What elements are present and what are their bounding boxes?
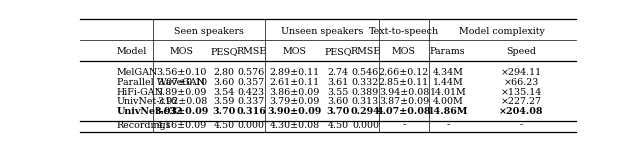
Text: 3.89±0.09: 3.89±0.09 [157,88,207,97]
Text: PESQ: PESQ [211,47,238,56]
Text: 3.61: 3.61 [328,78,349,87]
Text: 4.16±0.09: 4.16±0.09 [157,121,207,130]
Text: 2.74: 2.74 [328,68,349,77]
Text: Speed: Speed [506,47,536,56]
Text: 3.60: 3.60 [328,97,349,106]
Text: ×294.11: ×294.11 [501,68,542,77]
Text: Unseen speakers: Unseen speakers [281,27,364,36]
Text: ×135.14: ×135.14 [501,88,542,97]
Text: ×227.27: ×227.27 [501,97,542,106]
Text: MOS: MOS [283,47,307,56]
Text: ×66.23: ×66.23 [504,78,539,87]
Text: 14.01M: 14.01M [429,88,466,97]
Text: 0.337: 0.337 [237,97,265,106]
Text: 3.87±0.09: 3.87±0.09 [379,97,429,106]
Text: 3.54: 3.54 [214,88,235,97]
Text: RMSE: RMSE [236,47,266,56]
Text: ×204.08: ×204.08 [499,107,544,116]
Text: -: - [520,121,523,130]
Text: 4.07±0.08: 4.07±0.08 [376,107,431,116]
Text: 0.332: 0.332 [352,78,379,87]
Text: 0.546: 0.546 [352,68,379,77]
Text: 2.66±0.12: 2.66±0.12 [379,68,429,77]
Text: -: - [446,121,449,130]
Text: Params: Params [430,47,465,56]
Text: 3.70: 3.70 [212,107,236,116]
Text: 2.61±0.11: 2.61±0.11 [269,78,320,87]
Text: 3.94±0.08: 3.94±0.08 [379,88,429,97]
Text: 3.90±0.09: 3.90±0.09 [268,107,322,116]
Text: Recordings: Recordings [116,121,172,130]
Text: UnivNet-c32: UnivNet-c32 [116,107,183,116]
Text: 4.00M: 4.00M [433,97,463,106]
Text: 3.07±0.10: 3.07±0.10 [157,78,207,87]
Text: 0.294: 0.294 [351,107,380,116]
Text: 0.357: 0.357 [237,78,265,87]
Text: MelGAN: MelGAN [116,68,158,77]
Text: 3.60: 3.60 [214,78,235,87]
Text: Seen speakers: Seen speakers [174,27,244,36]
Text: PESQ: PESQ [324,47,352,56]
Text: 3.55: 3.55 [328,88,349,97]
Text: 4.34M: 4.34M [433,68,463,77]
Text: MOS: MOS [392,47,416,56]
Text: 0.576: 0.576 [237,68,265,77]
Text: 0.313: 0.313 [352,97,379,106]
Text: 0.000: 0.000 [352,121,379,130]
Text: 3.70: 3.70 [326,107,350,116]
Text: -: - [403,121,406,130]
Text: Text-to-speech: Text-to-speech [369,27,439,36]
Text: 4.30±0.08: 4.30±0.08 [269,121,320,130]
Text: 0.423: 0.423 [238,88,265,97]
Text: 2.89±0.11: 2.89±0.11 [269,68,320,77]
Text: UnivNet-c16: UnivNet-c16 [116,97,178,106]
Text: 3.79±0.09: 3.79±0.09 [269,97,320,106]
Text: 0.000: 0.000 [238,121,265,130]
Text: 3.86±0.09: 3.86±0.09 [269,88,320,97]
Text: 1.44M: 1.44M [433,78,463,87]
Text: 2.80: 2.80 [214,68,235,77]
Text: 0.316: 0.316 [236,107,266,116]
Text: Parallel WaveGAN: Parallel WaveGAN [116,78,205,87]
Text: Model: Model [116,47,147,56]
Text: RMSE: RMSE [350,47,381,56]
Text: 4.50: 4.50 [214,121,235,130]
Text: 4.50: 4.50 [328,121,349,130]
Text: 2.85±0.11: 2.85±0.11 [379,78,429,87]
Text: 3.92±0.08: 3.92±0.08 [157,97,207,106]
Text: 3.93±0.09: 3.93±0.09 [155,107,209,116]
Text: MOS: MOS [170,47,194,56]
Text: 3.59: 3.59 [213,97,235,106]
Text: Model complexity: Model complexity [460,27,545,36]
Text: 0.389: 0.389 [352,88,379,97]
Text: HiFi-GAN: HiFi-GAN [116,88,164,97]
Text: 14.86M: 14.86M [428,107,468,116]
Text: 3.56±0.10: 3.56±0.10 [157,68,207,77]
